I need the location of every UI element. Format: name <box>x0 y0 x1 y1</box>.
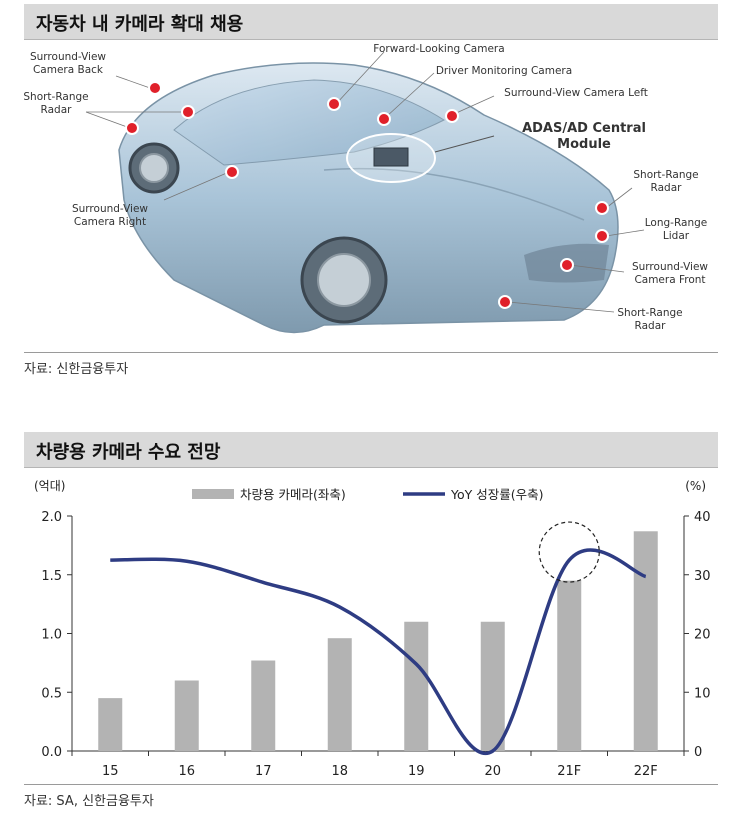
y-right-tick-label: 10 <box>694 686 711 701</box>
y-right-label: (%) <box>685 479 706 493</box>
figure2-title: 차량용 카메라 수요 전망 <box>36 442 221 463</box>
label-surround-back: Surround-View Camera Back <box>30 51 106 76</box>
figure2-source: 자료: SA, 신한금융투자 <box>24 794 154 809</box>
figure1-source: 자료: 신한금융투자 <box>24 362 129 377</box>
x-tick-label: 16 <box>178 764 195 779</box>
y-left-tick-label: 1.0 <box>41 628 62 643</box>
legend-label-line: YoY 성장률(우축) <box>450 487 544 502</box>
y-left-label: (억대) <box>34 479 65 493</box>
sensor-dot <box>445 109 459 123</box>
bar <box>98 698 123 751</box>
x-tick-label: 18 <box>331 764 348 779</box>
chart-area: 0.0 0.5 1.0 1.5 2.0 0 10 20 30 40 15 16 17 18 19 20 21F 2… <box>0 470 742 790</box>
label-short-range-right: Short-Range Radar <box>633 169 698 194</box>
bar <box>251 660 276 751</box>
sensor-dot <box>125 121 139 135</box>
car-illustration: Surround-View Camera Back Short-Range Rada… <box>23 40 718 350</box>
label-surround-left: Surround-View Camera Left <box>504 87 648 99</box>
figure2-rule <box>24 784 718 785</box>
bar <box>480 621 505 751</box>
sensor-dots <box>125 81 609 309</box>
x-tick-label: 21F <box>557 764 581 779</box>
bar <box>404 621 429 751</box>
label-driver-monitoring: Driver Monitoring Camera <box>436 65 572 77</box>
bar <box>633 531 658 751</box>
bar <box>327 638 352 751</box>
x-tick-label: 22F <box>634 764 658 779</box>
bar <box>174 680 199 751</box>
y-right-tick-label: 40 <box>694 510 711 525</box>
bar <box>557 580 582 751</box>
sensor-dot <box>148 81 162 95</box>
label-short-range-left: Short-Range Radar <box>24 91 89 116</box>
x-tick-label: 20 <box>484 764 501 779</box>
x-tick-label: 17 <box>255 764 272 779</box>
label-surround-right: Surround-View Camera Right <box>72 203 148 228</box>
y-right-tick-label: 30 <box>694 569 711 584</box>
y-left-tick-label: 0.5 <box>41 686 62 701</box>
label-adas-module: ADAS/AD Central Module <box>522 121 646 152</box>
figure2-header: 차량용 카메라 수요 전망 <box>24 432 718 468</box>
annotation-circle <box>538 521 600 583</box>
y-right-tick-label: 0 <box>694 745 702 760</box>
label-surround-front: Surround-View Camera Front <box>632 261 708 286</box>
label-short-range-front: Short-Range Radar <box>617 307 682 332</box>
sensor-dot <box>327 97 341 111</box>
y-left-tick-label: 1.5 <box>41 569 62 584</box>
sensor-dot <box>225 165 239 179</box>
yoy-line <box>110 548 647 756</box>
chart-svg: 0.0 0.5 1.0 1.5 2.0 0 10 20 30 40 15 16 17 18 19 20 21F 2… <box>34 479 711 779</box>
legend-swatch-bar <box>192 489 234 499</box>
sensor-dot <box>377 112 391 126</box>
car-svg: Surround-View Camera Back Short-Range Rada… <box>23 43 708 334</box>
car-glass <box>173 79 446 166</box>
sensor-dot <box>595 201 609 215</box>
legend-label-bar: 차량용 카메라(좌축) <box>240 487 346 502</box>
label-forward-camera: Forward-Looking Camera <box>373 43 504 55</box>
label-long-range: Long-Range Lidar <box>645 217 707 242</box>
sensor-dot <box>181 105 195 119</box>
figure1-rule <box>24 352 718 353</box>
x-tick-label: 15 <box>102 764 119 779</box>
adas-module-chip <box>373 147 409 167</box>
y-left-tick-label: 2.0 <box>41 510 62 525</box>
y-left-tick-label: 0.0 <box>41 745 62 760</box>
sensor-dot <box>560 258 574 272</box>
x-tick-label: 19 <box>408 764 425 779</box>
sensor-dot <box>498 295 512 309</box>
figure1-title: 자동차 내 카메라 확대 채용 <box>36 14 244 35</box>
sensor-dot <box>595 229 609 243</box>
y-right-tick-label: 20 <box>694 628 711 643</box>
figure1-header: 자동차 내 카메라 확대 채용 <box>24 4 718 40</box>
